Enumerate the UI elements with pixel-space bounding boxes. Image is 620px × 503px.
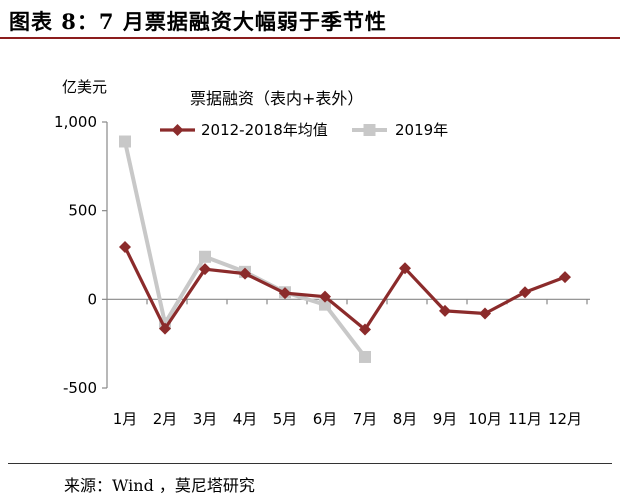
series-group — [119, 135, 571, 363]
y-tick-label: 1,000 — [54, 113, 97, 131]
x-tick-label: 12月 — [548, 410, 582, 428]
data-point-square — [119, 135, 131, 148]
data-point-diamond — [199, 263, 211, 276]
y-axis-unit-label: 亿美元 — [62, 78, 107, 96]
data-point-diamond — [479, 307, 491, 320]
data-point-diamond — [559, 271, 571, 284]
x-tick-label: 6月 — [313, 410, 338, 428]
axes-group: -500 0 500 1,000 1月 2月 3月 4月 5月 6月 7月 8月 9月 10月 11月 12月 — [54, 113, 590, 428]
data-point-diamond — [439, 304, 451, 317]
title-rule — [0, 37, 620, 39]
legend: 2012-2018年均值 2019年 — [160, 121, 448, 139]
y-tick-label: -500 — [63, 379, 97, 397]
legend-label: 2019年 — [395, 121, 448, 139]
x-tick-label: 2月 — [153, 410, 178, 428]
series-line-avg — [123, 246, 566, 332]
x-tick-label: 5月 — [273, 410, 298, 428]
x-tick-label: 4月 — [233, 410, 258, 428]
figure-title: 图表 8：7 月票据融资大幅弱于季节性 — [9, 9, 387, 34]
data-point-diamond — [319, 290, 331, 303]
x-tick-label: 9月 — [433, 410, 458, 428]
legend-label: 2012-2018年均值 — [201, 121, 328, 139]
data-point-diamond — [359, 323, 371, 336]
y-tick-label: 500 — [68, 202, 97, 220]
data-point-diamond — [279, 287, 291, 300]
legend-marker-square — [363, 124, 376, 136]
data-point-diamond — [519, 286, 531, 299]
data-point-diamond — [119, 241, 131, 254]
data-point-diamond — [159, 322, 171, 335]
chart-title: 票据融资（表内+表外） — [190, 89, 363, 108]
x-tick-label: 10月 — [468, 410, 502, 428]
x-tick-label: 7月 — [353, 410, 378, 428]
source-note: 来源：Wind ，莫尼塔研究 — [64, 476, 255, 495]
x-tick-label: 11月 — [508, 410, 542, 428]
x-tick-label: 3月 — [193, 410, 218, 428]
data-point-diamond — [239, 267, 251, 280]
data-point-square — [199, 250, 211, 263]
legend-marker-diamond — [171, 124, 184, 136]
data-point-square — [319, 298, 331, 311]
data-point-square — [359, 350, 371, 363]
x-tick-label: 8月 — [393, 410, 418, 428]
source-rule — [8, 463, 612, 464]
data-point-diamond — [399, 262, 411, 275]
x-tick-label: 1月 — [113, 410, 138, 428]
y-tick-label: 0 — [87, 290, 97, 308]
